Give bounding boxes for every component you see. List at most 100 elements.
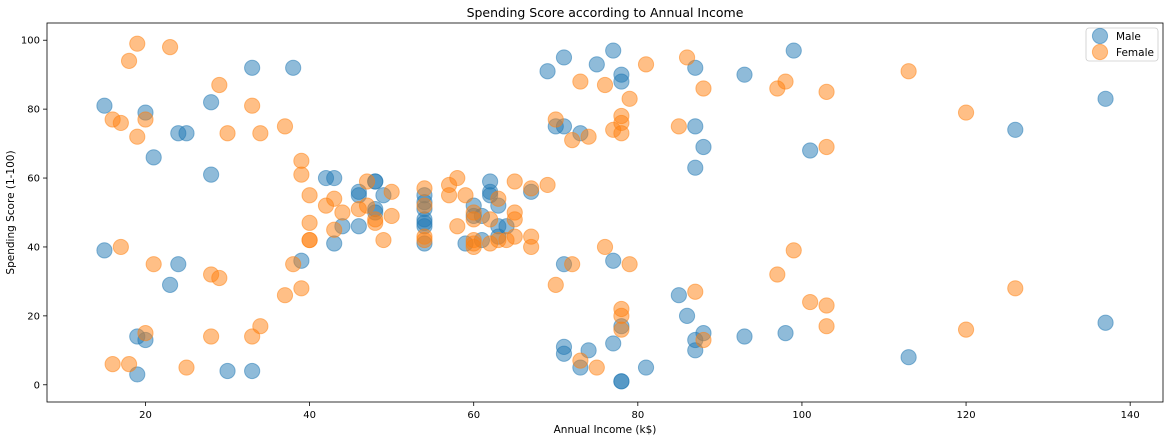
data-point [1097,90,1114,107]
data-point [170,256,187,273]
data-point [818,138,835,156]
data-point [621,90,638,107]
data-point [178,359,195,376]
data-point [457,187,474,204]
data-point [219,125,236,142]
data-point [572,73,589,90]
data-point [449,218,466,235]
legend-marker [1091,27,1109,45]
data-point [621,256,638,273]
data-point [326,169,343,187]
data-point [244,362,261,380]
data-point [506,211,523,228]
y-tick-label: 40 [27,242,40,253]
data-point [482,211,499,228]
data-point [112,238,129,256]
y-tick-label: 0 [34,380,40,391]
data-point [695,80,712,97]
y-axis-label: Spending Score (1-100) [5,150,17,274]
x-tick-label: 140 [1121,410,1140,421]
data-point [736,66,753,83]
x-axis-label: Annual Income (k$) [554,424,657,436]
data-point [203,166,220,183]
data-point [301,187,318,204]
y-tick-label: 100 [21,36,40,47]
data-point [802,142,819,159]
data-point [104,356,121,373]
data-point [449,169,466,187]
data-point [276,287,294,304]
data-point [203,328,220,345]
data-point [301,231,318,249]
data-point [276,118,294,135]
data-point [120,52,138,70]
data-points [96,35,1114,390]
data-point [777,73,794,90]
data-point [293,280,310,297]
data-point [137,324,154,342]
data-point [777,324,794,342]
series-female [104,35,1024,376]
data-point [687,159,704,176]
data-point [285,256,302,273]
data-point [613,373,630,390]
x-tick-label: 80 [631,410,644,421]
data-point [580,128,597,145]
data-point [596,76,614,94]
data-point [818,318,835,335]
data-point [564,132,581,149]
data-point [539,63,556,80]
data-point [178,125,195,142]
data-point [506,173,523,190]
legend-marker [1091,43,1109,61]
data-point [416,197,433,214]
data-point [539,176,556,194]
data-point [383,183,400,200]
data-point [465,204,482,221]
axis-ticks: 20 40 60 80 100 120 140 0 20 40 60 80 100 [21,36,1140,421]
data-point [326,190,343,207]
data-point [211,76,228,94]
data-point [112,114,129,132]
data-point [687,283,704,300]
data-point [523,180,540,197]
data-point [244,59,261,76]
data-point [547,276,564,293]
x-tick-label: 120 [957,410,976,421]
data-point [605,42,622,59]
y-tick-label: 80 [27,105,40,116]
data-point [678,49,696,66]
data-point [785,42,802,59]
data-point [358,173,376,190]
data-point [440,187,458,204]
data-point [137,111,154,128]
data-point [161,276,179,293]
x-tick-label: 60 [467,410,480,421]
data-point [1007,121,1024,138]
data-point [695,331,712,349]
data-point [785,242,802,259]
data-point [957,321,975,338]
data-point [555,49,573,66]
data-point [203,94,220,111]
x-tick-label: 100 [792,410,811,421]
data-point [482,173,499,190]
data-point [900,63,917,80]
data-point [96,242,113,259]
data-point [1097,314,1114,331]
data-point [613,73,630,90]
data-point [334,204,351,221]
data-point [802,293,819,311]
data-point [383,207,400,225]
data-point [613,125,630,142]
x-tick-label: 40 [303,410,316,421]
data-point [678,307,696,324]
data-point [957,104,975,121]
data-point [416,231,433,249]
data-point [120,356,138,373]
data-point [637,56,655,73]
data-point [145,256,162,273]
data-point [588,359,605,376]
data-point [129,128,146,145]
